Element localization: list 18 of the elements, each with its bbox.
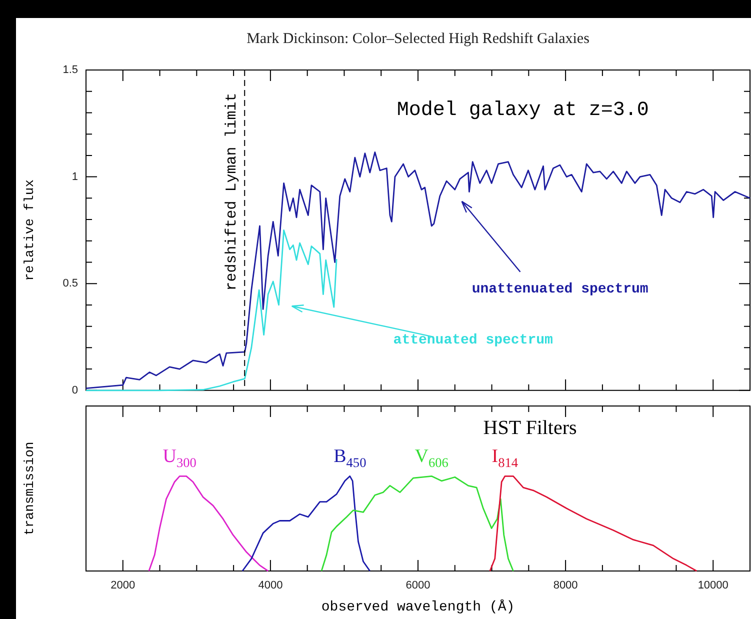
y-axis-title: transmission	[22, 442, 38, 536]
x-tick-label: 8000	[553, 580, 578, 592]
x-axis-title: observed wavelength (Å)	[321, 598, 515, 616]
y-axis-title: relative flux	[22, 179, 38, 281]
y-tick-label: 1	[72, 170, 78, 183]
x-tick-label: 4000	[258, 580, 283, 592]
x-tick-label: 10000	[698, 580, 728, 592]
y-tick-label: 0	[72, 384, 78, 396]
x-tick-label: 2000	[110, 580, 136, 592]
text: HST Filters	[483, 417, 578, 440]
y-tick-label: 1.5	[62, 64, 78, 76]
x-tick-label: 6000	[406, 580, 430, 592]
ref-line-label: redshifted Lyman limit	[224, 92, 241, 291]
annotation: Model galaxy at z=3.0	[396, 98, 649, 122]
y-tick-label: 0.5	[62, 278, 78, 290]
chart-title: Mark Dickinson: Color–Selected High Redshift Galaxies	[246, 31, 590, 47]
text: unattenuated spectrum	[472, 282, 648, 298]
text: attenuated spectrum	[393, 332, 553, 348]
